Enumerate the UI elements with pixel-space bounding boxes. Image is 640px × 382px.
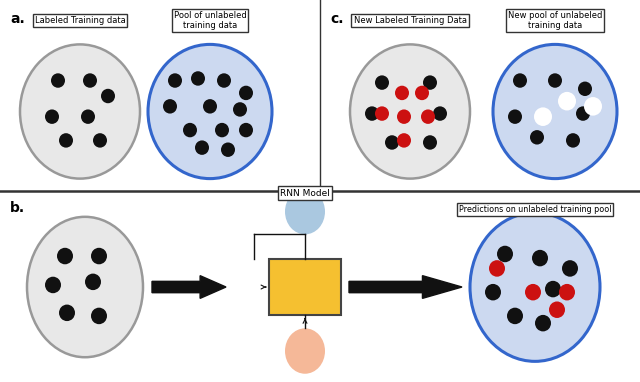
Circle shape bbox=[101, 89, 115, 103]
Circle shape bbox=[233, 102, 247, 117]
Circle shape bbox=[239, 86, 253, 100]
Ellipse shape bbox=[20, 44, 140, 179]
Circle shape bbox=[559, 284, 575, 300]
Text: New Labeled Training Data: New Labeled Training Data bbox=[353, 16, 467, 25]
Circle shape bbox=[566, 133, 580, 147]
Circle shape bbox=[81, 109, 95, 124]
Circle shape bbox=[530, 130, 544, 144]
Circle shape bbox=[91, 248, 107, 264]
Circle shape bbox=[51, 73, 65, 88]
Circle shape bbox=[203, 99, 217, 113]
Circle shape bbox=[83, 73, 97, 88]
Circle shape bbox=[584, 97, 602, 116]
Ellipse shape bbox=[493, 44, 617, 179]
Circle shape bbox=[397, 133, 411, 147]
Circle shape bbox=[423, 135, 437, 150]
FancyArrow shape bbox=[349, 276, 462, 298]
Circle shape bbox=[375, 75, 389, 90]
Circle shape bbox=[534, 107, 552, 126]
Circle shape bbox=[415, 86, 429, 100]
Text: c.: c. bbox=[330, 12, 344, 26]
Circle shape bbox=[513, 73, 527, 88]
Circle shape bbox=[508, 109, 522, 124]
Ellipse shape bbox=[285, 189, 325, 235]
FancyArrow shape bbox=[152, 276, 226, 298]
Text: Labeled Training data: Labeled Training data bbox=[35, 16, 125, 25]
Text: New pool of unlabeled
training data: New pool of unlabeled training data bbox=[508, 11, 602, 30]
Circle shape bbox=[395, 86, 409, 100]
Circle shape bbox=[191, 71, 205, 86]
Text: b.: b. bbox=[10, 201, 25, 215]
Circle shape bbox=[507, 308, 523, 324]
Circle shape bbox=[535, 315, 551, 332]
Ellipse shape bbox=[470, 213, 600, 361]
Circle shape bbox=[421, 109, 435, 124]
Ellipse shape bbox=[350, 44, 470, 179]
Circle shape bbox=[549, 301, 565, 318]
Circle shape bbox=[85, 274, 101, 290]
Circle shape bbox=[45, 277, 61, 293]
Circle shape bbox=[385, 135, 399, 150]
Circle shape bbox=[365, 106, 379, 121]
Circle shape bbox=[183, 123, 197, 137]
FancyBboxPatch shape bbox=[269, 259, 341, 316]
Text: Pool of unlabeled
training data: Pool of unlabeled training data bbox=[173, 11, 246, 30]
Circle shape bbox=[59, 133, 73, 147]
Circle shape bbox=[57, 248, 73, 264]
Circle shape bbox=[423, 75, 437, 90]
Circle shape bbox=[221, 142, 235, 157]
Circle shape bbox=[497, 246, 513, 262]
Circle shape bbox=[525, 284, 541, 300]
Circle shape bbox=[548, 73, 562, 88]
Circle shape bbox=[485, 284, 501, 300]
Circle shape bbox=[195, 141, 209, 155]
Circle shape bbox=[578, 82, 592, 96]
Circle shape bbox=[576, 106, 590, 121]
Circle shape bbox=[215, 123, 229, 137]
Ellipse shape bbox=[27, 217, 143, 357]
Circle shape bbox=[562, 260, 578, 277]
Circle shape bbox=[163, 99, 177, 113]
Circle shape bbox=[532, 250, 548, 266]
Circle shape bbox=[375, 106, 389, 121]
Ellipse shape bbox=[148, 44, 272, 179]
Circle shape bbox=[168, 73, 182, 88]
Text: Predictions on unlabeled training pool: Predictions on unlabeled training pool bbox=[459, 205, 611, 214]
Circle shape bbox=[239, 123, 253, 137]
Circle shape bbox=[91, 308, 107, 324]
Circle shape bbox=[545, 281, 561, 297]
Ellipse shape bbox=[285, 328, 325, 374]
Circle shape bbox=[45, 109, 59, 124]
Circle shape bbox=[433, 106, 447, 121]
Circle shape bbox=[397, 109, 411, 124]
Circle shape bbox=[59, 304, 75, 321]
Circle shape bbox=[558, 92, 576, 110]
Text: RNN Model: RNN Model bbox=[280, 189, 330, 197]
Circle shape bbox=[489, 260, 505, 277]
Circle shape bbox=[93, 133, 107, 147]
Circle shape bbox=[217, 73, 231, 88]
Text: a.: a. bbox=[10, 12, 25, 26]
